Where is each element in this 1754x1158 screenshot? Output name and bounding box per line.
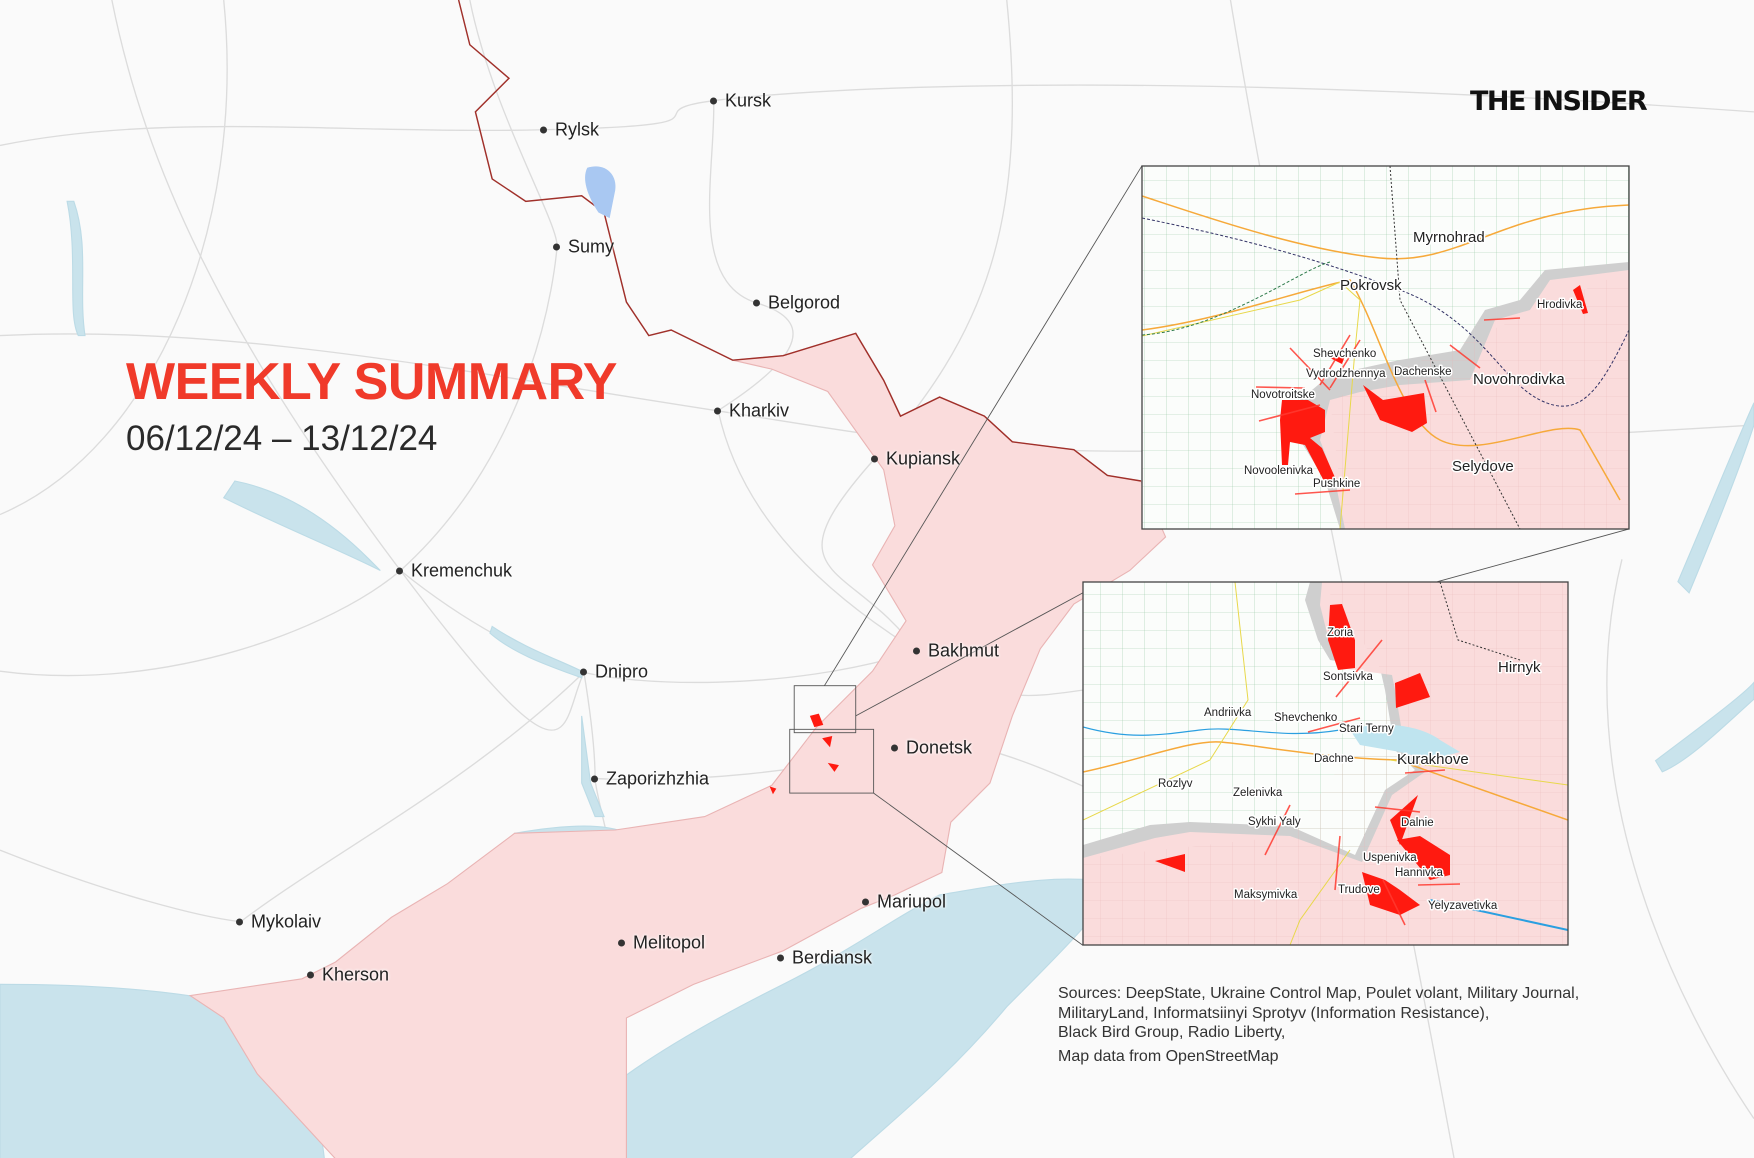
date-range: 06/12/24 – 13/12/24 xyxy=(126,419,438,458)
city-dot-icon xyxy=(580,668,587,676)
city-name: Mariupol xyxy=(877,891,947,912)
inset-label: Myrnohrad xyxy=(1413,229,1485,246)
inset-label: Dachne xyxy=(1314,753,1354,765)
inset-label: Hannivka xyxy=(1395,867,1444,879)
city-label: Belgorod xyxy=(753,293,840,314)
inset-label: Shevchenko xyxy=(1274,712,1337,724)
city-name: Kremenchuk xyxy=(411,560,513,581)
city-dot-icon xyxy=(236,918,243,926)
city-label: Bakhmut xyxy=(913,641,999,662)
inset-label: Andriivka xyxy=(1204,707,1252,719)
inset-label: Shevchenko xyxy=(1313,348,1376,360)
inset-label: Rozlyv xyxy=(1158,778,1193,790)
advance-areas-kurakhove xyxy=(1155,604,1450,915)
city-label: Kherson xyxy=(307,965,389,986)
city-name: Berdiansk xyxy=(792,947,873,968)
inset-label: Sykhi Yaly xyxy=(1248,816,1301,828)
city-dot-icon xyxy=(396,567,403,575)
city-name: Zaporizhzhia xyxy=(606,768,710,789)
city-dot-icon xyxy=(913,647,920,655)
city-dot-icon xyxy=(618,939,625,947)
city-name: Kupiansk xyxy=(886,448,961,469)
city-name: Sumy xyxy=(568,236,615,257)
inset-label: Dalnie xyxy=(1401,817,1434,829)
city-label: Berdiansk xyxy=(777,948,872,969)
city-name: Dnipro xyxy=(595,661,649,682)
inset-label: Yelyzavetivka xyxy=(1428,900,1498,912)
sources-line: Sources: DeepState, Ukraine Control Map,… xyxy=(1058,985,1580,1002)
inset-label: Kurakhove xyxy=(1397,751,1469,768)
city-dot-icon xyxy=(553,243,560,251)
water-bodies xyxy=(0,200,1754,1158)
city-name: Kherson xyxy=(322,964,390,985)
inset-kurakhove[interactable]: Zoria Sontsivka Hirnyk Andriivka Shevche… xyxy=(1083,582,1568,945)
city-name: Rylsk xyxy=(555,119,599,140)
city-label: Sumy xyxy=(553,237,614,258)
city-dot-icon xyxy=(777,954,784,962)
city-dot-icon xyxy=(714,407,721,415)
kursk-incursion-area xyxy=(585,166,616,219)
inset-label: Pokrovsk xyxy=(1340,277,1402,294)
inset-label: Novotroitske xyxy=(1251,389,1315,401)
city-label: Dnipro xyxy=(580,662,648,683)
inset-connectors xyxy=(789,165,1629,946)
inset-label: Novohrodivka xyxy=(1473,371,1565,388)
advance-areas-pokrovsk xyxy=(1280,285,1588,485)
inset-label: Hrodivka xyxy=(1537,299,1583,311)
inset-label: Trudove xyxy=(1338,884,1380,896)
inset-label: Sontsivka xyxy=(1323,671,1373,683)
inset-label: Zoria xyxy=(1327,627,1354,639)
inset-label: Maksymivka xyxy=(1234,889,1298,901)
inset-label: Pushkine xyxy=(1313,478,1360,490)
inset-label: Zelenivka xyxy=(1233,787,1283,799)
sources-line: Black Bird Group, Radio Liberty, xyxy=(1058,1024,1286,1041)
map-data-credit: Map data from OpenStreetMap xyxy=(1058,1047,1279,1065)
inset-frame xyxy=(1141,165,1630,530)
brand-logo: THE INSIDER xyxy=(1470,86,1648,117)
inset-label: Stari Terny xyxy=(1339,723,1394,735)
sources-note: Sources: DeepState, Ukraine Control Map,… xyxy=(1058,984,1579,1066)
city-name: Belgorod xyxy=(768,292,841,313)
city-dot-icon xyxy=(540,126,547,134)
city-label: Donetsk xyxy=(891,738,972,759)
inset-label: Hirnyk xyxy=(1498,659,1541,676)
state-border xyxy=(457,0,1142,482)
city-dot-icon xyxy=(862,898,869,906)
city-label: Melitopol xyxy=(618,933,705,954)
city-label: Kremenchuk xyxy=(396,561,512,582)
page-title: WEEKLY SUMMARY xyxy=(126,353,617,411)
inset-label: Dachenske xyxy=(1394,366,1452,378)
inset-label: Selydove xyxy=(1452,458,1514,475)
city-dot-icon xyxy=(891,744,898,752)
city-dot-icon xyxy=(591,775,598,783)
sources-line: MilitaryLand, Informatsiinyi Sprotyv (In… xyxy=(1058,1004,1490,1022)
city-name: Melitopol xyxy=(633,932,706,953)
city-dot-icon xyxy=(307,971,314,979)
city-name: Kharkiv xyxy=(729,400,790,421)
city-label: Zaporizhzhia xyxy=(591,769,709,790)
city-label: Rylsk xyxy=(540,120,599,141)
city-dot-icon xyxy=(871,455,878,463)
advance-spots xyxy=(769,713,839,795)
city-name: Kursk xyxy=(725,90,772,111)
inset-label: Uspenivka xyxy=(1363,852,1417,864)
inset-label: Novoolenivka xyxy=(1244,465,1314,477)
city-label: Mariupol xyxy=(862,892,946,913)
city-label: Kharkiv xyxy=(714,401,789,422)
attack-arrows-pokrovsk xyxy=(1255,317,1521,495)
city-name: Mykolaiv xyxy=(251,911,322,932)
city-label: Mykolaiv xyxy=(236,912,321,933)
attack-arrows-kurakhove xyxy=(1264,639,1461,926)
city-dot-icon xyxy=(710,97,717,105)
inset-label: Vydrodzhennya xyxy=(1306,368,1386,380)
city-dot-icon xyxy=(753,299,760,307)
city-name: Donetsk xyxy=(906,737,973,758)
city-name: Bakhmut xyxy=(928,640,1000,661)
city-label: Kupiansk xyxy=(871,449,960,470)
city-label: Kursk xyxy=(710,91,771,112)
inset-frame xyxy=(1082,581,1569,946)
inset-pokrovsk[interactable]: Myrnohrad Pokrovsk Shevchenko Vydrodzhen… xyxy=(1142,166,1629,529)
